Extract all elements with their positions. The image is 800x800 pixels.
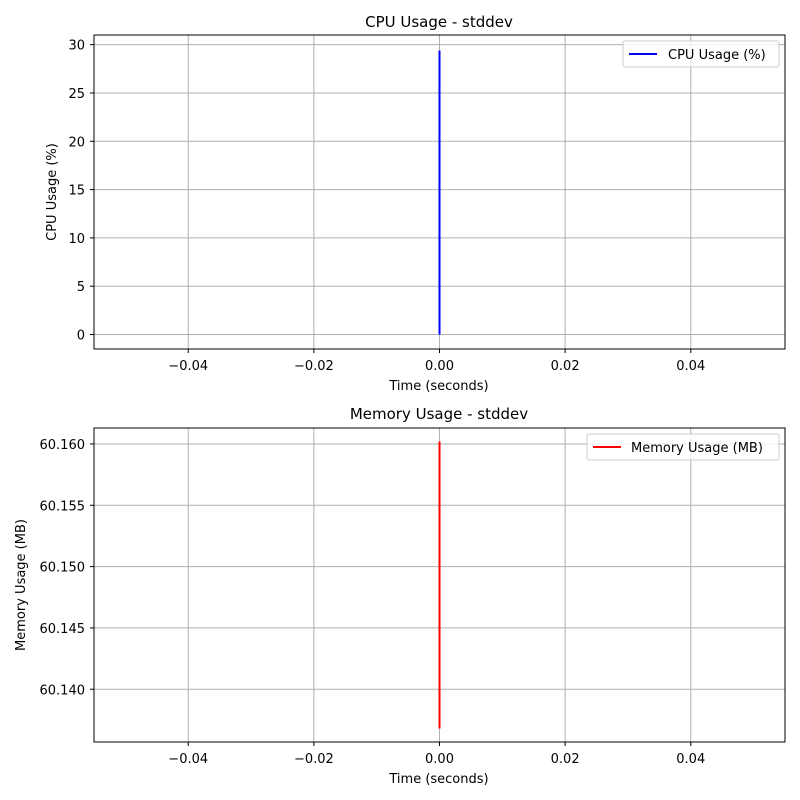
- y-axis-label: CPU Usage (%): [45, 143, 60, 241]
- x-tick-label: −0.02: [294, 752, 334, 767]
- y-tick-label: 15: [68, 184, 85, 199]
- x-tick-label: 0.00: [425, 752, 454, 767]
- x-tick-label: 0.02: [551, 359, 580, 374]
- x-tick-label: −0.02: [294, 359, 334, 374]
- y-tick-label: 10: [68, 232, 85, 247]
- x-tick-label: 0.04: [676, 752, 705, 767]
- memory-usage-chart: Memory Usage - stddev −0.04 −0.02 0.00 0.02…: [14, 405, 786, 787]
- y-tick-label: 0: [77, 329, 85, 344]
- x-axis-label: Time (seconds): [388, 772, 488, 787]
- y-tick-label: 30: [68, 39, 85, 54]
- x-axis-ticks: −0.04 −0.02 0.00 0.02 0.04: [168, 742, 705, 767]
- y-tick-label: 60.150: [40, 561, 86, 576]
- x-tick-label: 0.00: [425, 359, 454, 374]
- y-tick-label: 5: [77, 280, 85, 295]
- y-tick-label: 60.145: [40, 622, 86, 637]
- legend-label: Memory Usage (MB): [631, 441, 763, 456]
- legend-label: CPU Usage (%): [668, 48, 766, 63]
- y-tick-label: 60.140: [40, 683, 86, 698]
- x-tick-label: −0.04: [168, 752, 208, 767]
- x-tick-label: 0.04: [676, 359, 705, 374]
- y-tick-label: 25: [68, 87, 85, 102]
- x-axis-label: Time (seconds): [388, 379, 488, 394]
- legend: Memory Usage (MB): [586, 433, 780, 461]
- legend: CPU Usage (%): [622, 40, 780, 68]
- legend-box: [586, 433, 780, 461]
- x-tick-label: −0.04: [168, 359, 208, 374]
- cpu-usage-chart: CPU Usage - stddev −0.04 −0.02 0.00 0.02 0.0…: [45, 13, 786, 394]
- y-axis-ticks: 60.140 60.145 60.150 60.155 60.160: [40, 438, 94, 698]
- y-axis-ticks: 0 5 10 15 20 25 30: [68, 39, 94, 344]
- legend-box: [622, 40, 780, 68]
- chart-title: CPU Usage - stddev: [365, 13, 513, 31]
- y-tick-label: 60.160: [40, 438, 86, 453]
- x-tick-label: 0.02: [551, 752, 580, 767]
- y-tick-label: 60.155: [40, 499, 86, 514]
- y-tick-label: 20: [68, 135, 85, 150]
- y-axis-label: Memory Usage (MB): [14, 519, 29, 651]
- x-axis-ticks: −0.04 −0.02 0.00 0.02 0.04: [168, 349, 705, 374]
- chart-title: Memory Usage - stddev: [350, 405, 528, 423]
